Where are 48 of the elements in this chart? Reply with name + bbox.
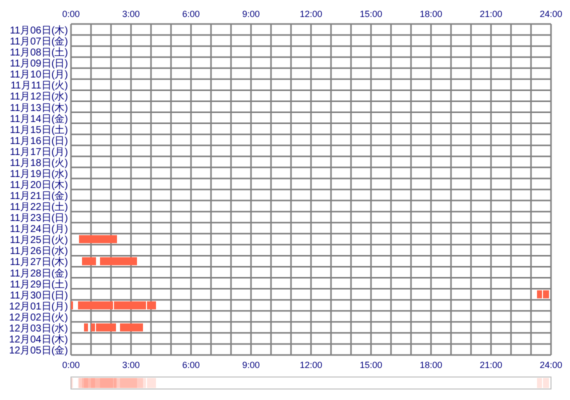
y-tick-label: 11月14日(金) <box>10 112 68 125</box>
y-tick-label: 11月15日(土) <box>10 124 68 136</box>
y-tick-label: 11月09日(日) <box>10 58 68 70</box>
y-tick-label: 12月04日(木) <box>9 333 68 346</box>
x-tick-label: 0:00 <box>62 360 80 370</box>
x2-tick-label: 18:00 <box>420 9 442 19</box>
y-tick-label: 11月24日(月) <box>10 224 68 236</box>
x2-tick-label: 21:00 <box>480 9 502 19</box>
x-tick-label: 24:00 <box>540 360 562 370</box>
y-tick-label: 11月18日(火) <box>10 156 68 169</box>
y-tick-label: 12月05日(金) <box>9 344 68 356</box>
y-tick-label: 11月28日(金) <box>10 267 68 280</box>
x2-tick-label: 24:00 <box>540 9 562 19</box>
y-tick-label: 11月11日(火) <box>10 80 68 92</box>
x-tick-label: 6:00 <box>182 360 200 370</box>
y-tick-label: 11月26日(水) <box>10 245 68 258</box>
y-tick-label: 11月30日(日) <box>10 290 68 302</box>
x2-tick-label: 9:00 <box>242 9 260 19</box>
x2-tick-label: 12:00 <box>300 9 322 19</box>
x2-tick-label: 6:00 <box>182 9 200 19</box>
x-tick-label: 15:00 <box>360 360 382 370</box>
y-tick-label: 12月01日(月) <box>9 301 68 312</box>
y-tick-label: 11月20日(木) <box>10 178 68 191</box>
y-tick-label: 11月17日(月) <box>10 146 68 158</box>
y-tick-label: 11月06日(木) <box>10 24 68 37</box>
y-tick-label: 11月08日(土) <box>10 46 68 59</box>
x2-tick-label: 15:00 <box>360 9 382 19</box>
x-tick-label: 12:00 <box>300 360 322 370</box>
y-tick-label: 12月02日(火) <box>9 311 68 324</box>
y-tick-label: 11月29日(土) <box>10 278 68 290</box>
y-tick-label: 11月19日(水) <box>10 168 68 180</box>
x2-tick-label: 3:00 <box>122 9 140 19</box>
y-tick-label: 11月07日(金) <box>10 36 68 48</box>
y-tick-label: 12月03日(水) <box>9 322 68 334</box>
y-tick-label: 11月13日(木) <box>10 102 68 114</box>
y-tick-label: 11月10日(月) <box>10 70 68 81</box>
x-tick-label: 21:00 <box>480 360 502 370</box>
y-tick-label: 11月21日(金) <box>10 190 68 202</box>
y-tick-label: 11月27日(木) <box>10 256 68 268</box>
y-tick-label: 11月22日(土) <box>10 201 68 214</box>
x-tick-label: 3:00 <box>122 360 140 370</box>
x2-tick-label: 0:00 <box>62 9 80 19</box>
y-tick-label: 11月12日(水) <box>10 90 68 103</box>
y-tick-label: 11月25日(火) <box>10 234 68 246</box>
y-tick-label: 11月16日(日) <box>10 136 68 147</box>
x-tick-label: 9:00 <box>242 360 260 370</box>
y-tick-label: 11月23日(日) <box>10 213 68 224</box>
x-tick-label: 18:00 <box>420 360 442 370</box>
